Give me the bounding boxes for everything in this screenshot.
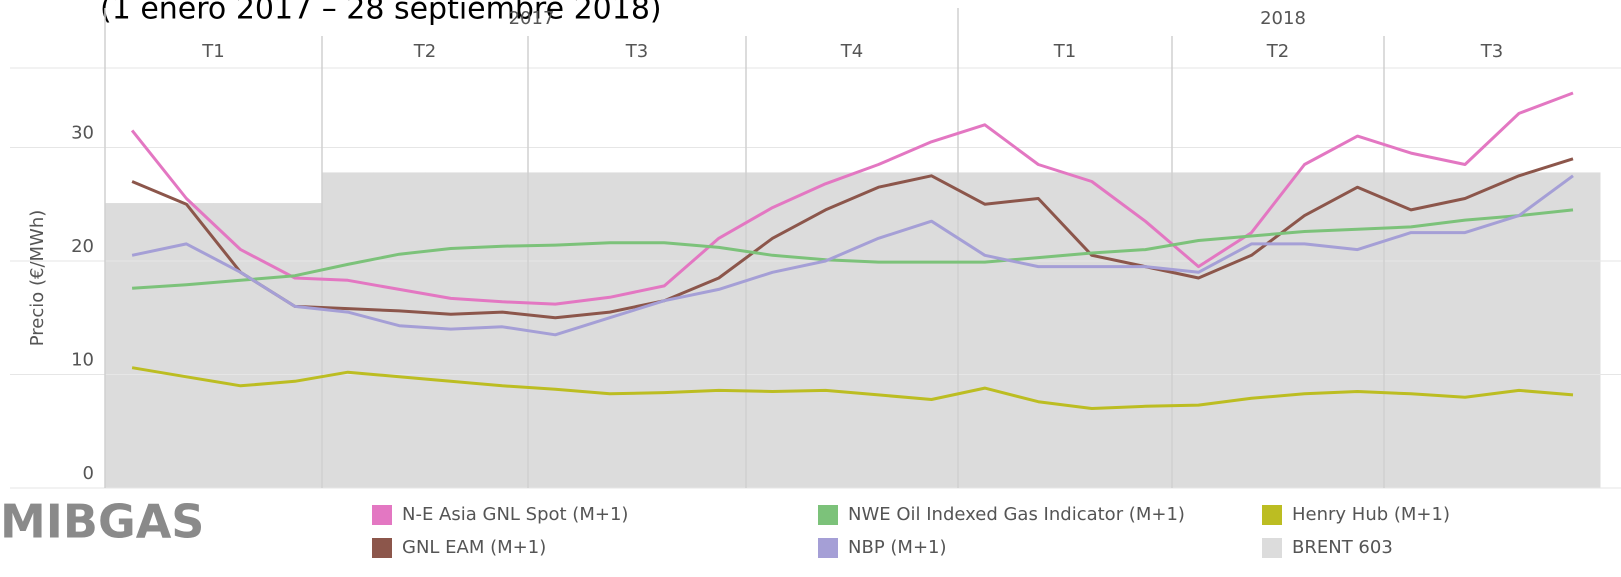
- area-step: [958, 172, 1012, 488]
- area-step: [1225, 172, 1279, 488]
- series-line: [131, 366, 1574, 410]
- x-tick-label: T3: [1480, 41, 1503, 62]
- area-step: [373, 172, 426, 488]
- series-line: [130, 91, 1574, 306]
- area-step: [1331, 172, 1385, 488]
- area-step: [1438, 172, 1493, 488]
- legend-swatch: [1262, 505, 1282, 525]
- legend-label: BRENT 603: [1292, 537, 1393, 558]
- area-step: [1492, 172, 1547, 488]
- year-label: 2017: [509, 8, 555, 29]
- y-tick-label: 0: [83, 463, 94, 484]
- area-step: [799, 172, 853, 488]
- y-axis-label: Precio (€/MWh): [27, 210, 48, 347]
- area-step: [322, 172, 374, 488]
- legend-swatch: [818, 505, 838, 525]
- area-step: [1384, 172, 1439, 488]
- logo: MIBGAS: [0, 495, 204, 549]
- area-step: [691, 172, 747, 488]
- legend-label: NBP (M+1): [848, 537, 947, 558]
- area-step: [267, 203, 323, 488]
- area-step: [1065, 172, 1119, 488]
- area-step: [637, 172, 692, 488]
- legend-label: Henry Hub (M+1): [1292, 504, 1450, 525]
- area-step: [905, 172, 959, 488]
- area-step: [1546, 172, 1601, 488]
- area-step: [1172, 172, 1226, 488]
- x-tick-label: T2: [1266, 41, 1289, 62]
- area-step: [1011, 172, 1066, 488]
- area-step: [105, 203, 160, 488]
- legend-swatch: [372, 538, 392, 558]
- area-step: [852, 172, 906, 488]
- x-tick-label: T1: [201, 41, 224, 62]
- series-line: [131, 157, 1574, 320]
- area-step: [746, 172, 800, 488]
- x-tick-label: T3: [625, 41, 648, 62]
- legend-label: N-E Asia GNL Spot (M+1): [402, 504, 628, 525]
- y-tick-label: 20: [71, 236, 94, 257]
- area-step: [213, 203, 269, 488]
- x-tick-label: T4: [840, 41, 863, 62]
- x-tick-label: T1: [1053, 41, 1076, 62]
- legend-label: NWE Oil Indexed Gas Indicator (M+1): [848, 504, 1185, 525]
- x-tick-label: T2: [413, 41, 436, 62]
- series-line: [131, 174, 1574, 337]
- series-line: [132, 208, 1574, 290]
- area-step: [159, 203, 214, 488]
- chart-subtitle: (1 enero 2017 – 28 septiembre 2018): [100, 0, 662, 27]
- legend-label: GNL EAM (M+1): [402, 537, 546, 558]
- area-step: [582, 172, 638, 488]
- area-step: [1118, 172, 1173, 488]
- y-tick-label: 30: [71, 122, 94, 143]
- legend-swatch: [818, 538, 838, 558]
- legend-swatch: [1262, 538, 1282, 558]
- year-label: 2018: [1260, 8, 1306, 29]
- y-tick-label: 10: [71, 349, 94, 370]
- legend-swatch: [372, 505, 392, 525]
- area-step: [1278, 172, 1332, 488]
